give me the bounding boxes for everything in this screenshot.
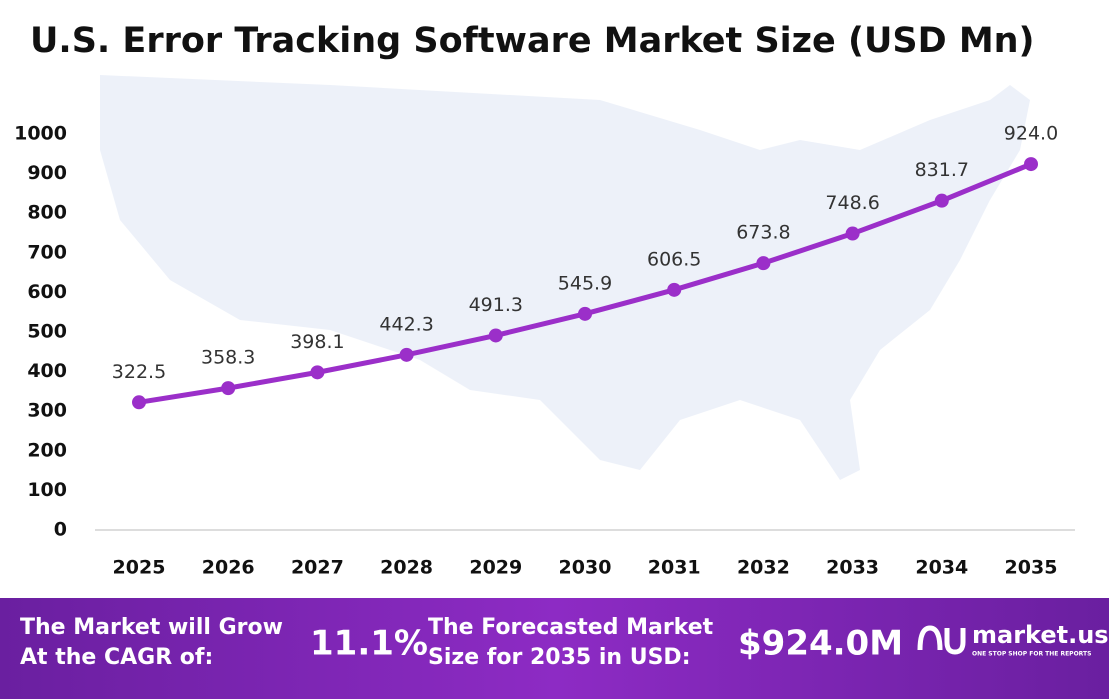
footer-text: At the CAGR of:: [20, 645, 213, 670]
data-point: [756, 256, 771, 271]
logo-icon: [917, 625, 966, 655]
data-point: [488, 328, 503, 343]
x-tick-label: 2033: [826, 557, 879, 579]
footer-band: [0, 598, 1109, 699]
data-point: [667, 282, 682, 297]
y-tick-label: 300: [27, 400, 67, 422]
chart-title: U.S. Error Tracking Software Market Size…: [30, 21, 1035, 61]
data-label: 491.3: [469, 294, 523, 316]
x-tick-label: 2027: [291, 557, 344, 579]
data-label: 673.8: [736, 222, 790, 244]
y-tick-label: 200: [27, 439, 67, 461]
x-tick-label: 2026: [202, 557, 255, 579]
footer-text: The Forecasted Market: [428, 615, 714, 640]
data-label: 322.5: [112, 361, 166, 383]
data-label: 442.3: [379, 313, 433, 335]
map-background: [100, 75, 1030, 480]
data-label: 748.6: [825, 192, 879, 214]
forecast-value: $924.0M: [738, 624, 903, 664]
x-tick-label: 2030: [559, 557, 612, 579]
x-tick-label: 2034: [915, 557, 968, 579]
data-label: 398.1: [290, 331, 344, 353]
data-point: [578, 306, 592, 321]
y-tick-label: 1000: [14, 123, 67, 145]
data-label: 924.0: [1004, 123, 1058, 145]
data-point: [399, 347, 414, 362]
data-point: [310, 365, 325, 380]
logo-text: market.us: [972, 621, 1109, 649]
x-tick-label: 2031: [648, 557, 701, 579]
data-point: [845, 226, 860, 241]
y-tick-label: 0: [54, 519, 67, 541]
x-tick-label: 2028: [380, 557, 433, 579]
data-point: [1024, 157, 1038, 172]
x-tick-label: 2032: [737, 557, 790, 579]
y-tick-label: 600: [27, 281, 67, 303]
cagr-value: 11.1%: [310, 624, 428, 664]
footer-text: The Market will Grow: [20, 615, 283, 640]
data-point: [221, 381, 236, 396]
x-tick-label: 2035: [1005, 557, 1058, 579]
data-label: 831.7: [915, 159, 969, 181]
y-tick-label: 900: [27, 162, 67, 184]
y-tick-label: 700: [27, 241, 67, 263]
data-label: 606.5: [647, 248, 701, 270]
y-tick-label: 800: [27, 202, 67, 224]
x-tick-label: 2029: [469, 557, 522, 579]
logo-tagline: ONE STOP SHOP FOR THE REPORTS: [972, 651, 1091, 658]
x-tick-label: 2025: [113, 557, 166, 579]
data-label: 358.3: [201, 347, 255, 369]
y-tick-label: 100: [27, 479, 67, 501]
y-tick-label: 400: [27, 360, 67, 382]
y-tick-label: 500: [27, 321, 67, 343]
data-point: [934, 193, 949, 208]
footer-text: Size for 2035 in USD:: [428, 645, 691, 670]
data-point: [132, 395, 146, 410]
data-label: 545.9: [558, 272, 612, 294]
